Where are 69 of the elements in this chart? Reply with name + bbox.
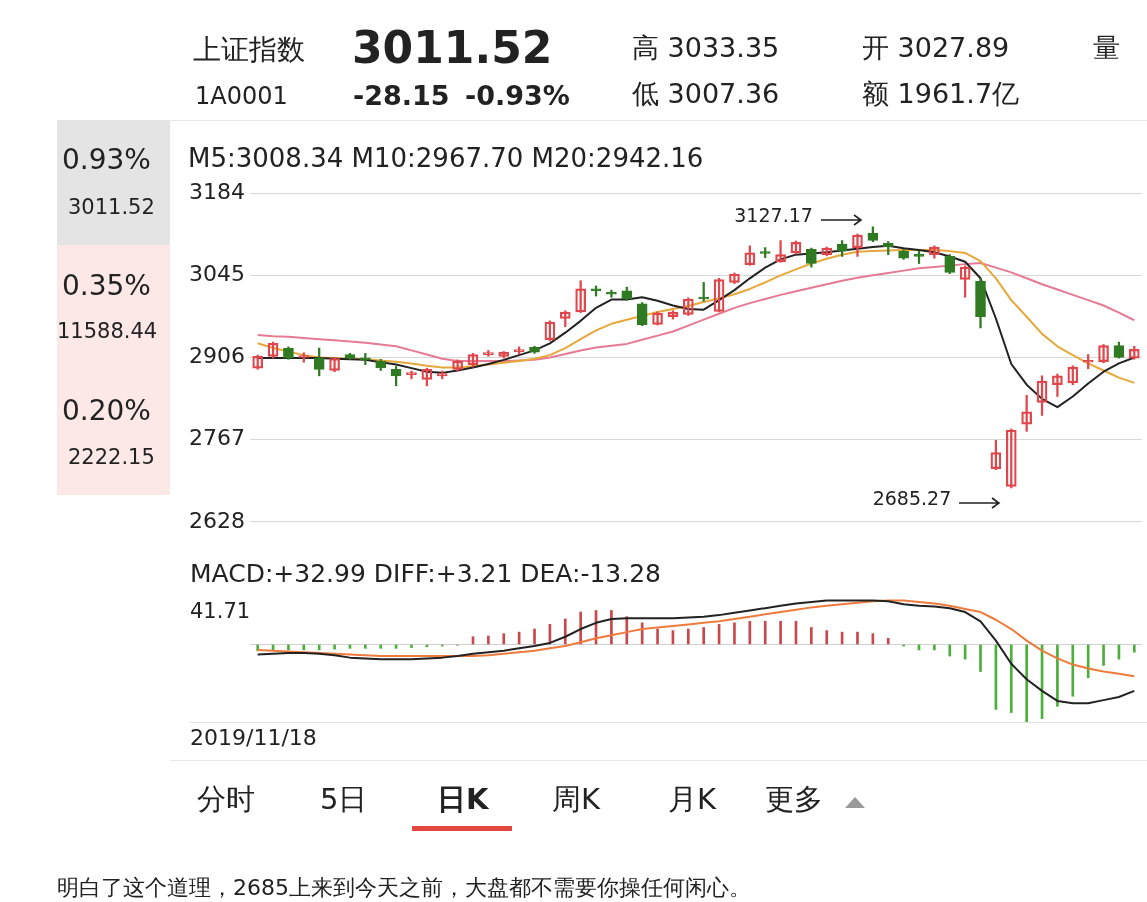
text: 5日: [320, 782, 368, 816]
bar: [779, 620, 782, 645]
text: 月K: [668, 782, 717, 816]
bar: [702, 627, 706, 645]
bar: [825, 630, 829, 645]
bar: [656, 628, 659, 645]
bar: [1025, 644, 1028, 723]
bar: [748, 620, 752, 645]
bar: [886, 637, 890, 645]
text: 2222.15: [68, 445, 155, 469]
text: 额 1961.7亿: [862, 78, 1020, 109]
text: 更多: [765, 782, 823, 816]
text: 量: [1093, 32, 1120, 63]
bar: [533, 628, 536, 645]
bar: [1056, 644, 1059, 707]
bar: [856, 631, 859, 645]
bar: [502, 633, 506, 645]
text: 明白了这个道理，2685上来到今天之前，大盘都不需要你操任何闲心。: [57, 875, 751, 900]
y-tick-label: 2767: [189, 425, 245, 451]
text: 3011.52: [68, 195, 155, 219]
y-tick-label: 2628: [189, 507, 245, 533]
y-tick-label: 2906: [189, 343, 245, 369]
text: 1A0001: [195, 82, 288, 110]
text: 低 3007.36: [632, 78, 780, 109]
bar: [333, 644, 336, 650]
annotation: 2685.27: [872, 486, 952, 509]
annotation: 41.71: [190, 599, 251, 623]
bar: [733, 622, 736, 645]
bar: [364, 644, 367, 649]
bar: [287, 644, 290, 651]
text: 0.35%: [62, 269, 151, 302]
text: -28.15: [353, 80, 450, 111]
chart-subtitle: MACD:+32.99 DIFF:+3.21 DEA:-13.28: [190, 559, 661, 588]
text: -0.93%: [465, 80, 570, 111]
text: 上证指数: [193, 33, 305, 66]
bar: [256, 644, 260, 651]
chart-subtitle: M5:3008.34 M10:2967.70 M20:2942.16: [188, 143, 704, 173]
bar: [640, 622, 644, 645]
text: 开 3027.89: [862, 32, 1010, 63]
bar: [979, 644, 982, 672]
bar: [763, 620, 767, 645]
y-tick-label: 3045: [189, 261, 245, 287]
text: 0.20%: [62, 394, 151, 427]
candlestick: [759, 247, 771, 258]
text: 周K: [552, 782, 601, 816]
bar: [1102, 644, 1105, 666]
text: 11588.44: [57, 319, 158, 343]
bar: [948, 644, 952, 657]
bar: [686, 628, 690, 645]
bar: [1071, 644, 1075, 697]
bar: [487, 635, 490, 645]
bar: [317, 644, 321, 651]
bar: [1086, 644, 1090, 679]
bar: [410, 644, 413, 648]
bar: [1009, 644, 1013, 713]
bar: [1132, 644, 1136, 653]
y-tick-label: 3184: [189, 178, 245, 204]
bar: [379, 644, 383, 649]
bar: [302, 644, 306, 651]
bar: [563, 618, 567, 645]
text: 日K: [437, 782, 489, 816]
annotation: 3127.17: [734, 203, 813, 226]
bar: [810, 627, 813, 645]
text: 分时: [197, 782, 255, 816]
text: 高 3033.35: [632, 32, 780, 63]
bar: [933, 644, 936, 651]
text: 3011.52: [352, 22, 553, 73]
text: 2019/11/18: [190, 725, 317, 750]
text: 0.93%: [62, 143, 151, 176]
